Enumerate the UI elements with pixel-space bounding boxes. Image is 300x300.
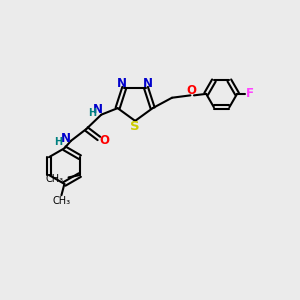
Text: S: S <box>130 120 140 133</box>
Text: CH₃: CH₃ <box>52 196 70 206</box>
Text: F: F <box>246 87 254 101</box>
Text: N: N <box>93 103 103 116</box>
Text: H: H <box>54 137 62 147</box>
Text: H: H <box>88 109 96 118</box>
Text: O: O <box>186 84 196 97</box>
Text: CH₃: CH₃ <box>46 174 64 184</box>
Text: N: N <box>117 76 127 90</box>
Text: O: O <box>99 134 109 147</box>
Text: N: N <box>61 132 70 145</box>
Text: N: N <box>143 76 153 90</box>
